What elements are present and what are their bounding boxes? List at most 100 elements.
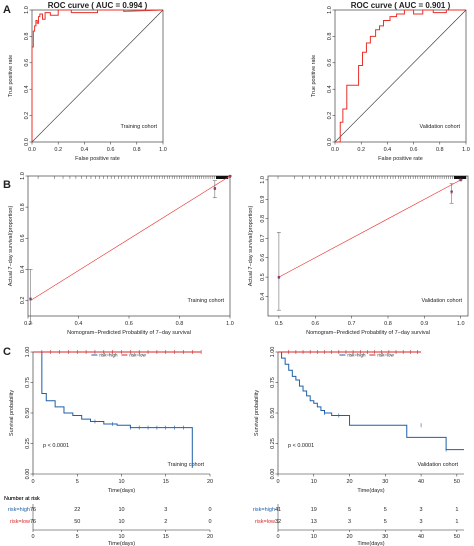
- risk-x-axis-label: Time(days): [108, 541, 135, 546]
- x-tick-label: 0: [31, 479, 34, 485]
- cohort-annotation: Validation cohort: [417, 462, 458, 468]
- x-tick-label: 0.4: [75, 321, 83, 327]
- calibration-point: [213, 187, 217, 190]
- x-tick-label: 1.0: [457, 321, 465, 327]
- calibration-marker: x: [450, 189, 453, 195]
- y-tick-label: 0.25: [25, 438, 31, 449]
- risk-x-tick-label: 5: [76, 534, 79, 540]
- diagonal-reference-line: [31, 9, 164, 143]
- y-tick-label: 0.9: [260, 196, 266, 204]
- y-tick-label: 0.6: [327, 59, 333, 67]
- p-value-label: p < 0.0001: [43, 443, 69, 449]
- y-tick-label: 0.8: [20, 203, 26, 211]
- calibration-marker: x: [278, 275, 281, 281]
- y-tick-label: 1.0: [327, 6, 333, 14]
- x-tick-label: 0.6: [410, 147, 418, 153]
- risk-row-label: risk=high: [253, 507, 275, 513]
- x-tick-label: 0.2: [54, 147, 62, 153]
- calibration-line: [278, 179, 461, 278]
- calibration-marker: x: [459, 178, 462, 184]
- risk-x-tick-label: 30: [382, 534, 388, 540]
- cohort-annotation: Training cohort: [168, 462, 205, 468]
- x-axis-label: Nomogram−Predicted Probability of 7−day …: [306, 330, 430, 336]
- x-tick-label: 0.6: [107, 147, 115, 153]
- x-tick-label: 0.8: [436, 147, 444, 153]
- y-tick-label: 0.7: [260, 234, 266, 242]
- risk-table-title: Number at risk: [4, 496, 40, 502]
- rug-dense-block: [216, 176, 228, 179]
- y-tick-label: 0.4: [327, 85, 333, 93]
- risk-x-tick-label: 50: [454, 534, 460, 540]
- calibration-point: [228, 174, 232, 178]
- charts-layer: 0.0 0.2 0.4 0.6 0.8 1.0 0.0 0.2 0.4 0.6 0.8 1.0 ROC …: [4, 1, 470, 546]
- y-tick-label: 0.4: [24, 85, 30, 93]
- roc-curve: [335, 9, 466, 143]
- risk-table-cell: 5: [384, 519, 387, 525]
- risk-table-cell: 41: [275, 507, 281, 513]
- risk-table-cell: 3: [348, 519, 351, 525]
- y-tick-label: 0.75: [270, 377, 276, 388]
- y-tick-label: 0.2: [327, 112, 333, 120]
- x-tick-label: 5: [76, 479, 79, 485]
- y-tick-label: 0.8: [327, 33, 333, 41]
- x-tick-label: 0.2: [357, 147, 365, 153]
- y-tick-label: 0.8: [24, 33, 30, 41]
- y-tick-label: 0.50: [25, 408, 31, 419]
- legend-label: risk=high: [99, 353, 118, 358]
- x-tick-label: 0.8: [384, 321, 392, 327]
- y-tick-label: 0.00: [25, 469, 31, 480]
- x-axis-label: False positive rate: [378, 156, 423, 162]
- y-axis-label: True positive rate: [311, 55, 317, 97]
- calibration-marker: x: [29, 297, 32, 303]
- x-tick-label: 50: [454, 479, 460, 485]
- x-axis-label: Time(days): [108, 488, 135, 494]
- y-tick-label: 0.6: [20, 234, 26, 242]
- x-tick-label: 0.6: [311, 321, 319, 327]
- y-tick-label: 1.00: [270, 347, 276, 358]
- cohort-annotation: Training cohort: [121, 124, 158, 130]
- y-tick-label: 1.0: [20, 172, 26, 180]
- risk-x-axis-label: Time(days): [357, 541, 384, 546]
- risk-table-cell: 22: [74, 507, 80, 513]
- x-tick-label: 0.4: [384, 147, 392, 153]
- x-tick-label: 0.2: [24, 321, 32, 327]
- risk-x-tick-label: 10: [311, 534, 317, 540]
- chart-4: 0 5 10 15 200.000.250.500.751.00Time(days)Su…: [4, 347, 213, 546]
- x-axis-label: Nomogram−Predicted Probability of 7−day …: [67, 330, 191, 336]
- y-tick-label: 0.50: [270, 408, 276, 419]
- x-tick-label: 0.6: [125, 321, 133, 327]
- risk-x-tick-label: 15: [163, 534, 169, 540]
- x-tick-label: 0: [276, 479, 279, 485]
- chart-5: 0 10 20 30 40 500.000.250.500.751.00Time(days…: [4, 347, 464, 546]
- x-tick-label: 0.8: [176, 321, 184, 327]
- risk-row-label: risk=low: [255, 519, 275, 525]
- chart-1: 0.0 0.2 0.4 0.6 0.8 1.0 0.0 0.2 0.4 0.6 0.8 1.0 ROC …: [311, 1, 470, 162]
- plot-frame: [27, 175, 231, 317]
- chart-title: ROC curve ( AUC = 0.901 ): [351, 1, 451, 10]
- survival-curve: [33, 351, 193, 468]
- risk-table-cell: 10: [118, 507, 124, 513]
- chart-title: ROC curve ( AUC = 0.994 ): [48, 1, 148, 10]
- x-tick-label: 0.0: [331, 147, 339, 153]
- x-tick-label: 15: [163, 479, 169, 485]
- x-tick-label: 10: [311, 479, 317, 485]
- calibration-point: [459, 178, 463, 182]
- x-tick-label: 1.0: [226, 321, 234, 327]
- x-axis-label: Time(days): [357, 488, 384, 494]
- calibration-marker: x: [229, 174, 232, 180]
- roc-curve: [31, 9, 164, 142]
- cohort-annotation: Validation cohort: [421, 298, 462, 304]
- risk-table-cell: 0: [208, 519, 211, 525]
- x-tick-label: 0.8: [133, 147, 141, 153]
- y-tick-label: 0.8: [260, 215, 266, 223]
- risk-table-cell: 2: [164, 519, 167, 525]
- risk-table-cell: 0: [208, 507, 211, 513]
- x-tick-label: 40: [418, 479, 424, 485]
- x-tick-label: 30: [382, 479, 388, 485]
- risk-table-title: Number at risk: [4, 496, 40, 502]
- diagonal-reference-line: [334, 9, 467, 143]
- x-tick-label: 0.0: [28, 147, 36, 153]
- risk-x-tick-label: 20: [207, 534, 213, 540]
- calibration-marker: x: [214, 186, 217, 192]
- survival-curve: [278, 351, 464, 451]
